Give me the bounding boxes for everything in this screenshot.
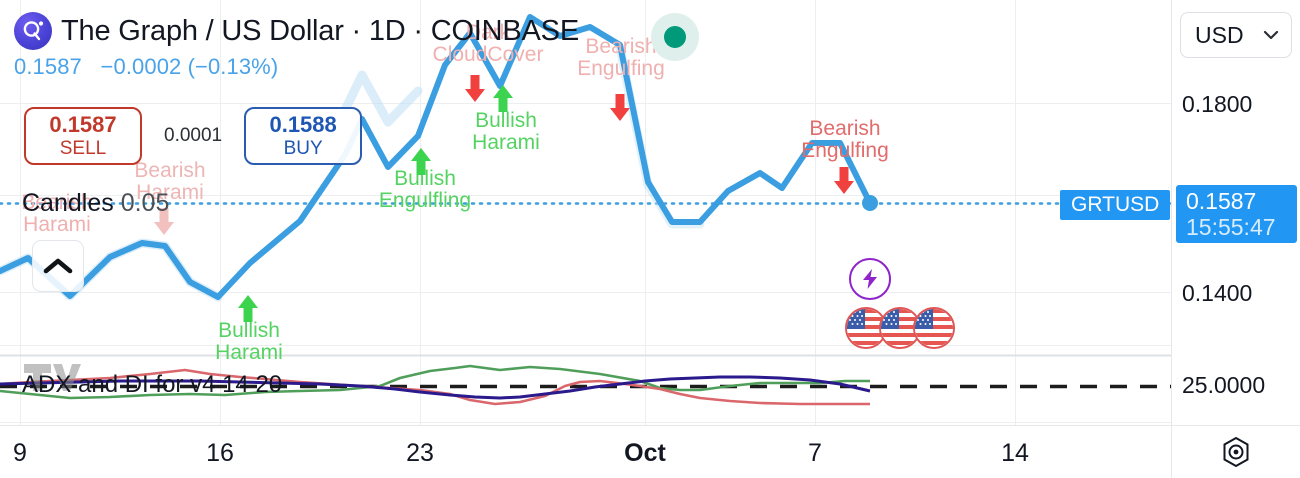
current-price-value: 0.1587	[1186, 188, 1257, 214]
price-axis[interactable]: USD 0.1800 0.1400 25.0000 0.1587 15:55:4…	[1171, 0, 1300, 425]
bearish-signal-arrow-down-icon	[465, 75, 485, 102]
series-legend-value: 0.05	[120, 189, 170, 217]
collapse-panel-button[interactable]	[32, 240, 84, 292]
buy-price: 0.1588	[269, 112, 337, 138]
bearish-signal-arrow-down-icon	[154, 208, 174, 235]
bearish-signal-arrow-down-icon	[834, 167, 854, 194]
market-open-dot-icon	[651, 13, 699, 61]
tradingview-logo-icon	[24, 364, 81, 391]
quote-line: 0.1587 −0.0002 (−0.13%)	[14, 54, 579, 80]
lightning-bolt-event-icon[interactable]	[849, 258, 891, 300]
currency-label: USD	[1195, 21, 1244, 48]
symbol-title[interactable]: The Graph / US Dollar · 1D · COINBASE	[61, 14, 579, 47]
adx-indicator-pane[interactable]	[0, 356, 1171, 425]
time-axis-label-0: 9	[13, 439, 27, 467]
buy-button[interactable]: 0.1588 BUY	[244, 107, 363, 165]
trade-panel: 0.1587 SELL 0.0001 0.1588 BUY	[24, 107, 363, 165]
adx-indicator-title[interactable]: ADX and DI for v4 14 20	[22, 371, 283, 398]
us-flag-event-icon[interactable]	[913, 307, 955, 349]
bearish-signal-arrow-down-icon	[610, 94, 630, 121]
us-flag-event-icon[interactable]	[879, 307, 921, 349]
price-axis-label-0: 0.1800	[1182, 91, 1253, 117]
chart-settings-button[interactable]	[1171, 425, 1300, 478]
chart-gridlines	[0, 0, 1171, 425]
time-axis-label-2: 23	[406, 439, 434, 467]
price-axis-label-2: 25.0000	[1182, 372, 1266, 398]
chevron-down-icon	[1263, 30, 1279, 40]
series-legend-name: Candles	[22, 189, 114, 217]
gear-hexagon-icon	[1223, 436, 1249, 467]
price-change-percent: (−0.13%)	[187, 54, 279, 79]
adx-indicator-series	[0, 364, 1171, 406]
the-graph-logo-icon	[14, 12, 52, 50]
bullish-signal-arrow-up-icon	[493, 85, 513, 112]
buy-label: BUY	[283, 137, 323, 159]
last-price-value: 0.1587	[14, 54, 82, 79]
time-axis[interactable]: 9 16 23 Oct 7 14	[0, 425, 1300, 478]
current-price-badge: 0.1587 15:55:47	[1176, 185, 1297, 243]
time-axis-label-4: 7	[808, 439, 822, 467]
chart-legend-header: The Graph / US Dollar · 1D · COINBASE 0.…	[14, 12, 579, 80]
sell-label: SELL	[59, 137, 107, 159]
chevron-up-icon	[43, 258, 73, 274]
bullish-signal-arrow-up-icon	[411, 148, 431, 175]
sell-price: 0.1587	[49, 112, 117, 138]
price-change-absolute: −0.0002	[100, 54, 182, 79]
last-price-dot	[862, 195, 878, 211]
series-legend[interactable]: Candles 0.05	[22, 189, 169, 218]
spread-value: 0.0001	[164, 125, 223, 146]
bullish-signal-arrow-up-icon	[238, 295, 258, 322]
current-price-time: 15:55:47	[1186, 214, 1276, 241]
price-axis-label-1: 0.1400	[1182, 280, 1253, 306]
economic-event-flags[interactable]	[845, 307, 955, 349]
time-axis-label-3: Oct	[624, 439, 666, 467]
price-line-symbol-tag: GRTUSD	[1060, 190, 1171, 220]
time-axis-label-1: 16	[206, 439, 234, 467]
currency-selector[interactable]: USD	[1180, 12, 1292, 58]
time-axis-label-5: 14	[1001, 439, 1029, 467]
sell-button[interactable]: 0.1587 SELL	[24, 107, 142, 165]
